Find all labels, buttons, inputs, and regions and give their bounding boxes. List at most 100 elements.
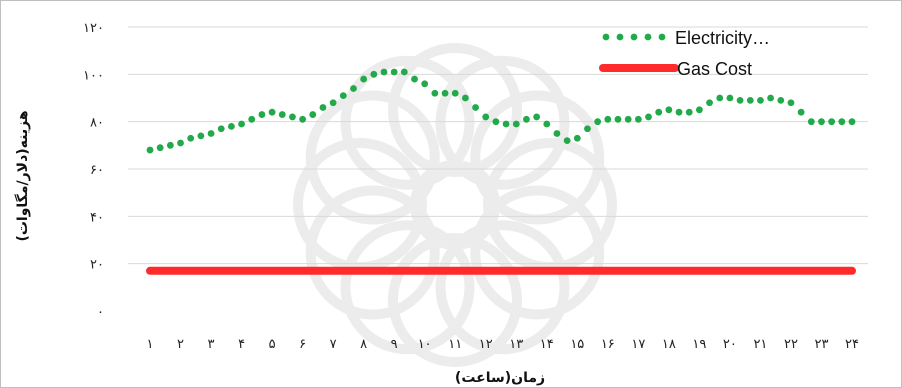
electricity-point — [207, 130, 215, 137]
x-tick-label: ۵ — [269, 337, 276, 352]
electricity-point — [329, 99, 337, 107]
x-tick-label: ۱۴ — [540, 337, 554, 352]
electricity-point — [604, 115, 612, 123]
electricity-point — [502, 120, 510, 128]
y-tick-label: ۶۰ — [90, 163, 104, 178]
electricity-point — [767, 94, 774, 102]
electricity-point — [156, 144, 164, 152]
watermark-petal — [340, 220, 475, 355]
electricity-point — [197, 132, 205, 140]
electricity-point — [482, 113, 490, 121]
electricity-point — [665, 106, 673, 114]
electricity-point — [268, 108, 276, 116]
electricity-point — [421, 80, 429, 88]
x-axis-title: زمان(ساعت) — [455, 370, 545, 386]
electricity-point — [380, 68, 388, 76]
electricity-point — [411, 75, 418, 83]
electricity-point — [472, 104, 479, 111]
electricity-point — [594, 118, 602, 126]
electricity-point — [400, 68, 408, 76]
x-tick-label: ۲۰ — [723, 337, 737, 352]
watermark-petal — [470, 185, 605, 320]
electricity-point — [818, 118, 825, 126]
electricity-point — [431, 89, 439, 97]
electricity-point — [736, 96, 744, 104]
electricity-point — [655, 108, 663, 116]
x-tick-label: ۹ — [391, 337, 398, 352]
electricity-point — [217, 125, 225, 133]
x-axis-ticks: ۱ ۲ ۳ ۴ ۵ ۶ ۷ ۸ ۹ ۱۰ ۱۱ ۱۲ ۱۳ ۱۴ ۱۵ ۱۶ ۱۷ ۱۸ ۱۹ ۲۰ ۲۱ ۲۲ ۲۳ ۲۴ — [147, 337, 859, 352]
electricity-point — [675, 108, 683, 116]
x-tick-label: ۱۸ — [662, 337, 676, 352]
electricity-point — [512, 120, 520, 128]
x-tick-label: ۱۰ — [418, 337, 432, 352]
watermark-petal — [435, 220, 570, 355]
y-tick-label: ۴۰ — [90, 210, 104, 225]
y-tick-label: ۱۰۰ — [83, 68, 104, 83]
legend: Electricity… Gas Cost — [599, 28, 770, 79]
electricity-point — [716, 94, 724, 102]
watermark-center — [410, 160, 500, 250]
x-tick-label: ۱۷ — [631, 337, 645, 352]
y-axis-title: هزینه(دلار/مگاوات) — [14, 110, 31, 241]
watermark-petal — [305, 185, 440, 320]
x-tick-label: ۱۶ — [601, 337, 615, 352]
y-tick-label: ۱۲۰ — [83, 21, 104, 36]
legend-electricity-marker — [644, 33, 652, 41]
electricity-point — [563, 137, 571, 145]
x-tick-label: ۴ — [238, 337, 245, 352]
x-tick-label: ۱۳ — [509, 337, 523, 352]
electricity-point — [177, 139, 184, 147]
electricity-point — [706, 99, 713, 107]
watermark-petal — [435, 55, 570, 190]
electricity-point — [634, 115, 642, 123]
y-tick-label: ۸۰ — [90, 116, 104, 131]
x-tick-label: ۳ — [208, 337, 215, 352]
electricity-point — [492, 118, 500, 126]
electricity-point — [787, 99, 795, 107]
electricity-point — [319, 104, 327, 111]
legend-electricity-label: Electricity… — [675, 28, 770, 48]
y-tick-label: ۲۰ — [90, 258, 104, 273]
electricity-point — [146, 146, 154, 154]
electricity-point — [726, 94, 734, 102]
electricity-point — [614, 115, 622, 123]
electricity-point — [187, 134, 195, 142]
x-tick-label: ۲۳ — [814, 337, 828, 352]
legend-electricity-marker — [658, 33, 666, 41]
x-tick-label: ۷ — [330, 337, 337, 352]
electricity-point — [848, 118, 856, 126]
electricity-point — [746, 96, 754, 104]
electricity-point — [370, 70, 378, 78]
y-axis-ticks: ۰ ۲۰ ۴۰ ۶۰ ۸۰ ۱۰۰ ۱۲۰ — [83, 21, 104, 320]
electricity-point — [573, 134, 581, 142]
x-tick-label: ۱ — [147, 337, 154, 352]
watermark-petal — [305, 90, 440, 225]
electricity-point — [757, 96, 764, 104]
electricity-point — [299, 115, 307, 123]
electricity-point — [451, 89, 459, 97]
electricity-point — [238, 120, 245, 128]
electricity-point — [685, 108, 693, 116]
electricity-point — [166, 141, 174, 149]
electricity-point — [543, 120, 551, 128]
watermark-petal — [388, 233, 522, 367]
electricity-point — [339, 92, 347, 100]
electricity-point — [533, 113, 541, 121]
electricity-point — [360, 75, 368, 83]
electricity-point — [258, 111, 266, 118]
electricity-point — [228, 123, 235, 130]
electricity-point — [584, 125, 591, 133]
electricity-point — [624, 115, 632, 123]
electricity-point — [309, 111, 317, 118]
electricity-point — [553, 130, 561, 137]
x-tick-label: ۶ — [299, 337, 306, 352]
x-tick-label: ۱۵ — [570, 337, 584, 352]
x-tick-label: ۱۹ — [692, 337, 706, 352]
electricity-point — [350, 85, 357, 92]
x-tick-label: ۸ — [360, 337, 367, 352]
electricity-point — [461, 94, 469, 102]
electricity-point — [278, 111, 286, 118]
electricity-point — [797, 108, 805, 116]
